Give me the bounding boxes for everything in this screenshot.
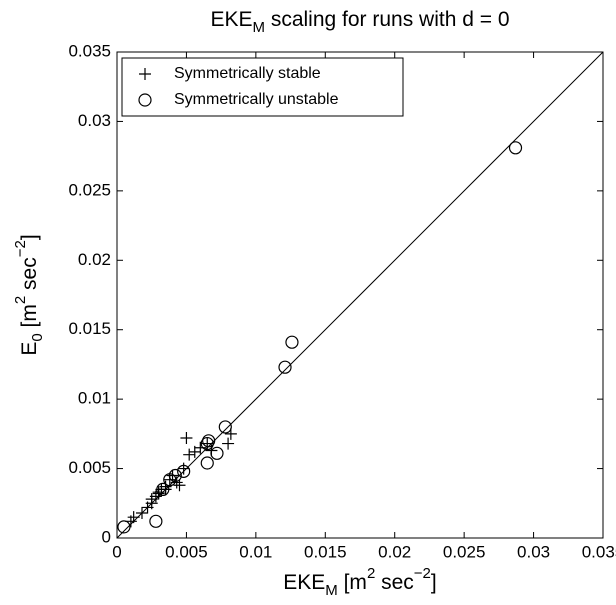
x-axis-label: EKEM [m2 sec−2] xyxy=(283,565,437,599)
legend: Symmetrically stable Symmetrically unstab… xyxy=(121,57,404,117)
point xyxy=(194,441,207,454)
y-axis-label: E0 [m2 sec−2] xyxy=(12,234,46,355)
x-tick-label: 0.005 xyxy=(165,542,208,561)
label-part: E xyxy=(18,342,41,356)
point xyxy=(200,436,214,451)
y-tick-label: 0 xyxy=(102,527,111,546)
x-tick-label: 0.01 xyxy=(239,542,272,561)
point xyxy=(210,446,224,460)
label-part: 2 xyxy=(12,296,29,304)
label-part: M xyxy=(252,19,265,36)
label-part: EKE xyxy=(210,8,252,31)
point xyxy=(117,520,131,534)
point xyxy=(180,432,193,445)
y-tick-label: 0.01 xyxy=(78,389,111,408)
label-part: EKE xyxy=(283,571,325,594)
x-tick-label: 0.015 xyxy=(304,542,347,561)
point xyxy=(135,507,148,520)
label-part: 0 xyxy=(29,333,46,341)
label-part: ] xyxy=(431,571,437,594)
legend-label: Symmetrically stable xyxy=(174,65,321,82)
point xyxy=(145,493,158,506)
x-tick-label: 0.035 xyxy=(582,542,616,561)
point xyxy=(168,468,182,483)
point xyxy=(170,476,183,489)
y-tick-label: 0.005 xyxy=(68,458,111,477)
point xyxy=(218,420,232,434)
point xyxy=(285,335,299,349)
x-tick-label: 0.02 xyxy=(378,542,411,561)
legend-marker xyxy=(138,93,152,107)
point xyxy=(149,514,163,528)
label-part: 2 xyxy=(367,565,375,582)
legend-box xyxy=(121,57,404,117)
y-tick-label: 0.035 xyxy=(68,41,111,60)
chart-title: EKEM scaling for runs with d = 0 xyxy=(210,8,509,37)
legend-marker xyxy=(139,68,151,80)
point xyxy=(177,464,191,478)
point xyxy=(183,448,196,461)
label-part: [m xyxy=(18,304,41,333)
label-part: scaling for runs with d = 0 xyxy=(265,8,510,31)
point xyxy=(508,141,523,155)
point xyxy=(159,480,172,493)
point xyxy=(177,462,190,475)
label-part: sec xyxy=(375,571,414,594)
y-tick-label: 0.015 xyxy=(68,319,111,338)
label-part: M xyxy=(325,582,338,599)
label-part: [m xyxy=(338,571,367,594)
reference-line xyxy=(116,51,604,539)
legend-label: Symmetrically unstable xyxy=(174,91,339,108)
y-tick-label: 0.03 xyxy=(78,111,111,130)
point xyxy=(166,469,179,482)
y-tick-label: 0.025 xyxy=(68,180,111,199)
y-tick-label: 0.02 xyxy=(78,250,111,269)
label-part: ] xyxy=(18,234,41,240)
x-tick-label: 0.03 xyxy=(517,542,550,561)
label-part: −2 xyxy=(12,240,29,257)
point xyxy=(127,511,140,524)
plot-frame xyxy=(116,51,604,539)
label-part: sec xyxy=(18,257,41,296)
x-tick-label: 0.025 xyxy=(443,542,486,561)
x-tick-label: 0 xyxy=(112,542,121,561)
point xyxy=(200,456,214,470)
point xyxy=(202,434,216,448)
point xyxy=(222,437,235,450)
point xyxy=(278,360,292,374)
point xyxy=(173,479,186,492)
point xyxy=(156,482,170,496)
label-part: −2 xyxy=(414,565,431,582)
